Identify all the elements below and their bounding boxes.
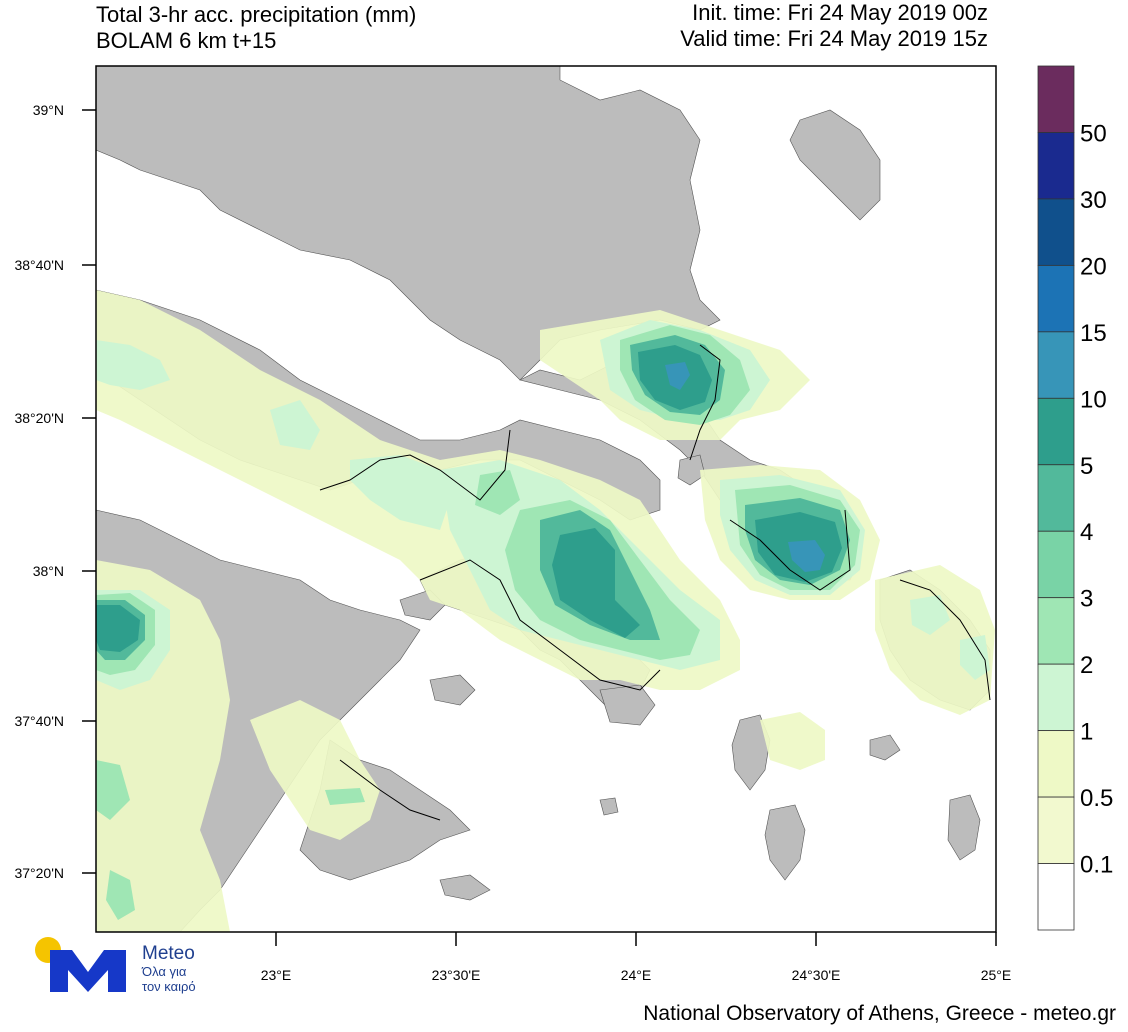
legend-swatch [1037,331,1075,399]
legend-level-label: 30 [1080,187,1107,214]
legend-swatch [1037,530,1075,599]
legend-colorbar [1037,65,1075,931]
lon-label-23e: 23°E [261,967,292,983]
legend-swatch [1037,198,1075,266]
lon-label-24e: 24°E [621,967,652,983]
map-frame [95,65,997,933]
lon-ticks [275,932,997,946]
model-subtitle: BOLAM 6 km t+15 [96,28,277,53]
legend-level-label: 10 [1080,386,1107,413]
lon-label-25e: 25°E [981,967,1012,983]
legend-swatch [1037,730,1075,798]
init-time: Init. time: Fri 24 May 2019 00z [692,0,988,25]
legend-swatch [1037,464,1075,532]
m-logo-icon [50,950,126,992]
valid-time: Valid time: Fri 24 May 2019 15z [680,26,988,51]
legend-swatch [1037,397,1075,466]
lat-label-38-40n: 38°40'N [14,257,64,273]
legend-swatch [1037,597,1075,665]
map-title: Total 3-hr acc. precipitation (mm) [96,2,417,27]
legend-level-label: 20 [1080,253,1107,280]
legend-swatch [1037,132,1075,200]
lon-label-24-30e: 24°30'E [792,967,841,983]
legend-level-label: 4 [1080,519,1093,546]
legend-level-label: 1 [1080,719,1093,746]
precipitation-field [96,290,995,932]
legend-swatch [1037,264,1075,333]
legend-level-label: 5 [1080,453,1093,480]
lat-label-38-20n: 38°20'N [14,410,64,426]
logo-text: Meteo Όλα για τον καιρό [142,943,196,995]
lon-label-23-30e: 23°30'E [432,967,481,983]
lat-label-38n: 38°N [33,563,64,579]
legend-labels: 50 30 20 15 10 5 4 3 2 1 0.5 0.1 [1080,120,1113,878]
title-block: Total 3-hr acc. precipitation (mm) BOLAM… [96,2,416,54]
lat-ticks [82,109,96,874]
lat-label-37-20n: 37°20'N [14,865,64,881]
legend-swatch [1037,65,1075,133]
meteo-logo [35,937,126,992]
legend-swatch [1037,796,1075,864]
logo-name: Meteo [142,943,195,964]
logo-tagline-2: τον καιρό [142,979,196,994]
legend-swatch [1037,663,1075,732]
legend-level-label: 2 [1080,652,1093,679]
legend-level-label: 0.5 [1080,785,1113,812]
legend-level-label: 3 [1080,586,1093,613]
legend-swatch [1037,863,1075,931]
footer-credit: National Observatory of Athens, Greece -… [643,1002,1116,1025]
legend-level-label: 0.1 [1080,852,1113,879]
admin-borders [319,344,991,821]
lat-label-39n: 39°N [33,102,64,118]
logo-tagline-1: Όλα για [142,964,187,979]
lat-label-37-40n: 37°40'N [14,713,64,729]
time-block: Init. time: Fri 24 May 2019 00z Valid ti… [680,0,988,52]
legend-level-label: 15 [1080,320,1107,347]
legend-level-label: 50 [1080,120,1107,147]
